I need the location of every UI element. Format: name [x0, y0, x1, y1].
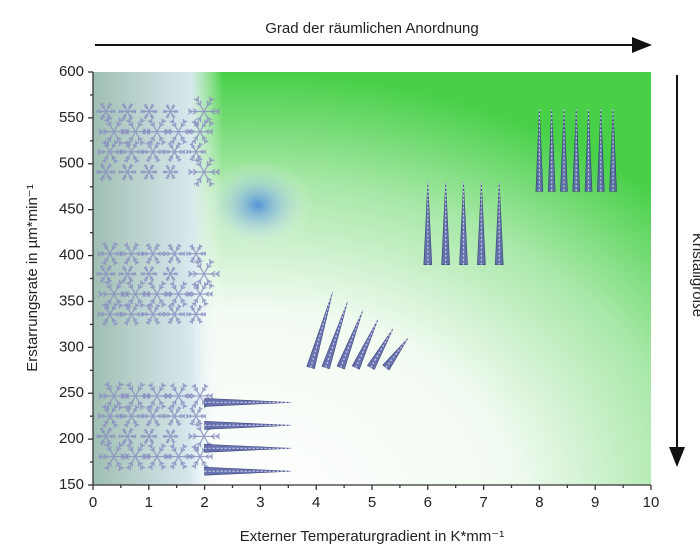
y-tick-label: 150 — [59, 476, 84, 493]
x-tick-label: 7 — [479, 494, 487, 511]
x-tick-label: 5 — [368, 494, 376, 511]
x-tick-label: 8 — [535, 494, 543, 511]
y-axis-label: Erstarrungsrate in µm*min⁻¹ — [24, 184, 41, 371]
x-tick-label: 0 — [89, 494, 97, 511]
top-arrow-label: Grad der räumlichen Anordnung — [265, 20, 478, 37]
x-tick-label: 2 — [200, 494, 208, 511]
right-arrow-label: Kristallgröße — [689, 233, 700, 317]
y-tick-label: 200 — [59, 430, 84, 447]
x-tick-label: 6 — [424, 494, 432, 511]
chart: Grad der räumlichen Anordnung Kristallgr… — [0, 0, 700, 550]
y-tick-label: 250 — [59, 384, 84, 401]
x-tick-label: 3 — [256, 494, 264, 511]
y-tick-label: 300 — [59, 338, 84, 355]
x-tick-label: 9 — [591, 494, 599, 511]
y-tick-label: 350 — [59, 292, 84, 309]
x-tick-label: 4 — [312, 494, 320, 511]
y-tick-label: 550 — [59, 109, 84, 126]
x-axis-label: Externer Temperaturgradient in K*mm⁻¹ — [240, 528, 504, 545]
y-tick-label: 400 — [59, 247, 84, 264]
x-tick-label: 10 — [643, 494, 660, 511]
y-tick-label: 450 — [59, 201, 84, 218]
x-tick-label: 1 — [145, 494, 153, 511]
y-tick-label: 500 — [59, 155, 84, 172]
y-tick-label: 600 — [59, 63, 84, 80]
